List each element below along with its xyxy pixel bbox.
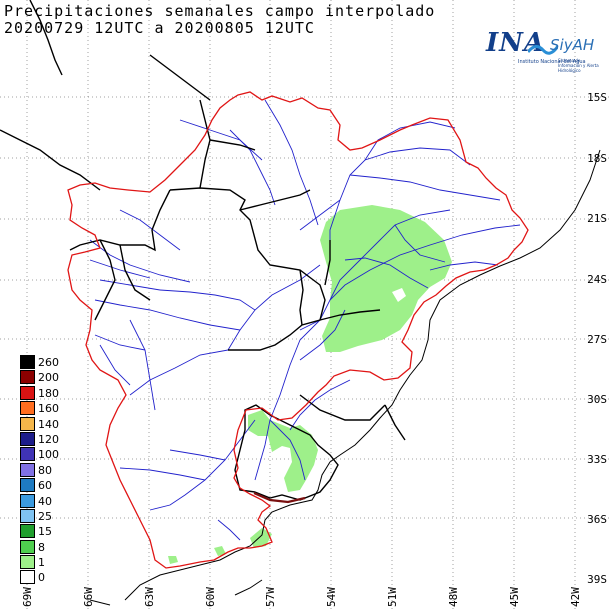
lat-label: 36S xyxy=(587,513,607,526)
legend-label: 120 xyxy=(38,432,59,446)
lon-label: 69W xyxy=(21,587,34,607)
legend-swatch xyxy=(20,493,35,508)
legend-label: 260 xyxy=(38,356,59,369)
logo-subtitle: Instituto Nacional del Agua xyxy=(518,59,586,65)
coastline xyxy=(89,149,601,606)
legend-swatch xyxy=(20,401,35,416)
legend-swatch xyxy=(20,462,35,477)
legend-label: 140 xyxy=(38,417,59,431)
legend-label: 100 xyxy=(38,448,59,462)
lon-label: 57W xyxy=(264,587,277,607)
estuary-line xyxy=(253,491,306,504)
legend-swatch xyxy=(20,539,35,554)
lat-label: 27S xyxy=(587,333,607,346)
legend-swatch xyxy=(20,524,35,539)
map-date-range: 20200729 12UTC a 20200805 12UTC xyxy=(4,19,315,37)
lon-label: 48W xyxy=(447,587,460,607)
legend-label: 40 xyxy=(38,494,52,508)
legend-swatch xyxy=(20,447,35,462)
lat-label: 39S xyxy=(587,573,607,586)
lon-label: 51W xyxy=(386,587,399,607)
legend-label: 160 xyxy=(38,402,59,416)
map-title: Precipitaciones semanales campo interpol… xyxy=(4,2,436,20)
legend-swatch xyxy=(20,355,35,369)
legend-label: 60 xyxy=(38,479,52,493)
basin-outline xyxy=(67,91,529,569)
legend-swatch xyxy=(20,478,35,493)
lon-label: 42W xyxy=(569,587,582,607)
legend-label: 200 xyxy=(38,371,59,385)
legend-swatch xyxy=(20,431,35,446)
ina-siyah-logo: INA SiyAH Instituto Nacional del Agua Si… xyxy=(484,28,602,76)
legend-label: 15 xyxy=(38,525,52,539)
rain-area-8mm xyxy=(168,205,452,564)
logo-subtitle-2: Sistema de Información y Alerta Hidrológ… xyxy=(558,58,599,73)
logo-siyah-text: SiyAH xyxy=(550,36,595,54)
lon-label: 45W xyxy=(508,587,521,607)
lat-label: 21S xyxy=(587,212,607,225)
lon-label: 60W xyxy=(204,587,217,607)
legend-label: 80 xyxy=(38,463,52,477)
rivers xyxy=(89,99,521,541)
wave-icon xyxy=(528,45,558,55)
legend-swatch xyxy=(20,508,35,523)
lat-label: 30S xyxy=(587,393,607,406)
legend-label: 1 xyxy=(38,556,45,570)
legend-swatch xyxy=(20,416,35,431)
legend-label: 0 xyxy=(38,571,45,585)
legend-label: 180 xyxy=(38,386,59,400)
lon-label: 54W xyxy=(325,587,338,607)
legend-label: 8 xyxy=(38,540,45,554)
legend-swatch xyxy=(20,555,35,570)
legend-swatch xyxy=(20,370,35,385)
legend-label: 25 xyxy=(38,509,52,523)
legend-swatch xyxy=(20,570,35,585)
lat-label: 18S xyxy=(587,152,607,165)
lat-label: 33S xyxy=(587,453,607,466)
lon-label: 66W xyxy=(82,587,95,607)
lat-label: 15S xyxy=(587,91,607,104)
rain-gap xyxy=(392,288,406,302)
legend-swatch xyxy=(20,385,35,400)
logo-ina-text: INA xyxy=(486,28,546,58)
country-borders xyxy=(0,0,406,501)
lon-label: 63W xyxy=(143,587,156,607)
lat-label: 24S xyxy=(587,273,607,286)
